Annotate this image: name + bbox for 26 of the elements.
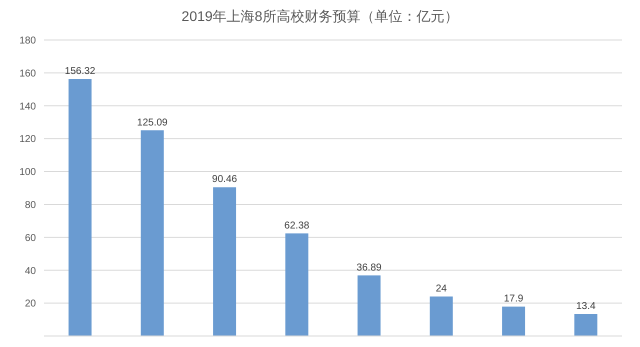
data-label: 36.89 — [356, 262, 382, 274]
bar — [574, 314, 598, 336]
bar — [68, 78, 92, 336]
y-tick-label: 160 — [19, 68, 36, 80]
bar — [213, 187, 236, 336]
chart-title: 2019年上海8所高校财务预算（单位：亿元） — [180, 8, 460, 26]
y-tick-label: 140 — [19, 101, 36, 112]
data-label: 17.9 — [504, 294, 524, 305]
y-tick-label: 80 — [24, 200, 36, 211]
bar — [285, 233, 308, 336]
data-label: 13.4 — [576, 300, 596, 312]
y-tick-label: 20 — [24, 298, 36, 310]
data-label: 125.09 — [137, 117, 168, 128]
data-label: 90.46 — [212, 174, 238, 186]
y-tick-label: 60 — [24, 232, 36, 244]
bar — [140, 130, 164, 336]
bar — [430, 296, 453, 336]
y-tick-label: 120 — [19, 134, 36, 146]
data-label: 24 — [436, 284, 448, 295]
y-tick-label: 40 — [24, 266, 36, 277]
bar — [358, 275, 381, 336]
y-tick-label: 100 — [19, 167, 36, 178]
bar — [502, 306, 526, 336]
data-label: 156.32 — [64, 66, 96, 77]
data-label: 62.38 — [284, 220, 310, 232]
y-tick-label: 180 — [19, 36, 36, 47]
